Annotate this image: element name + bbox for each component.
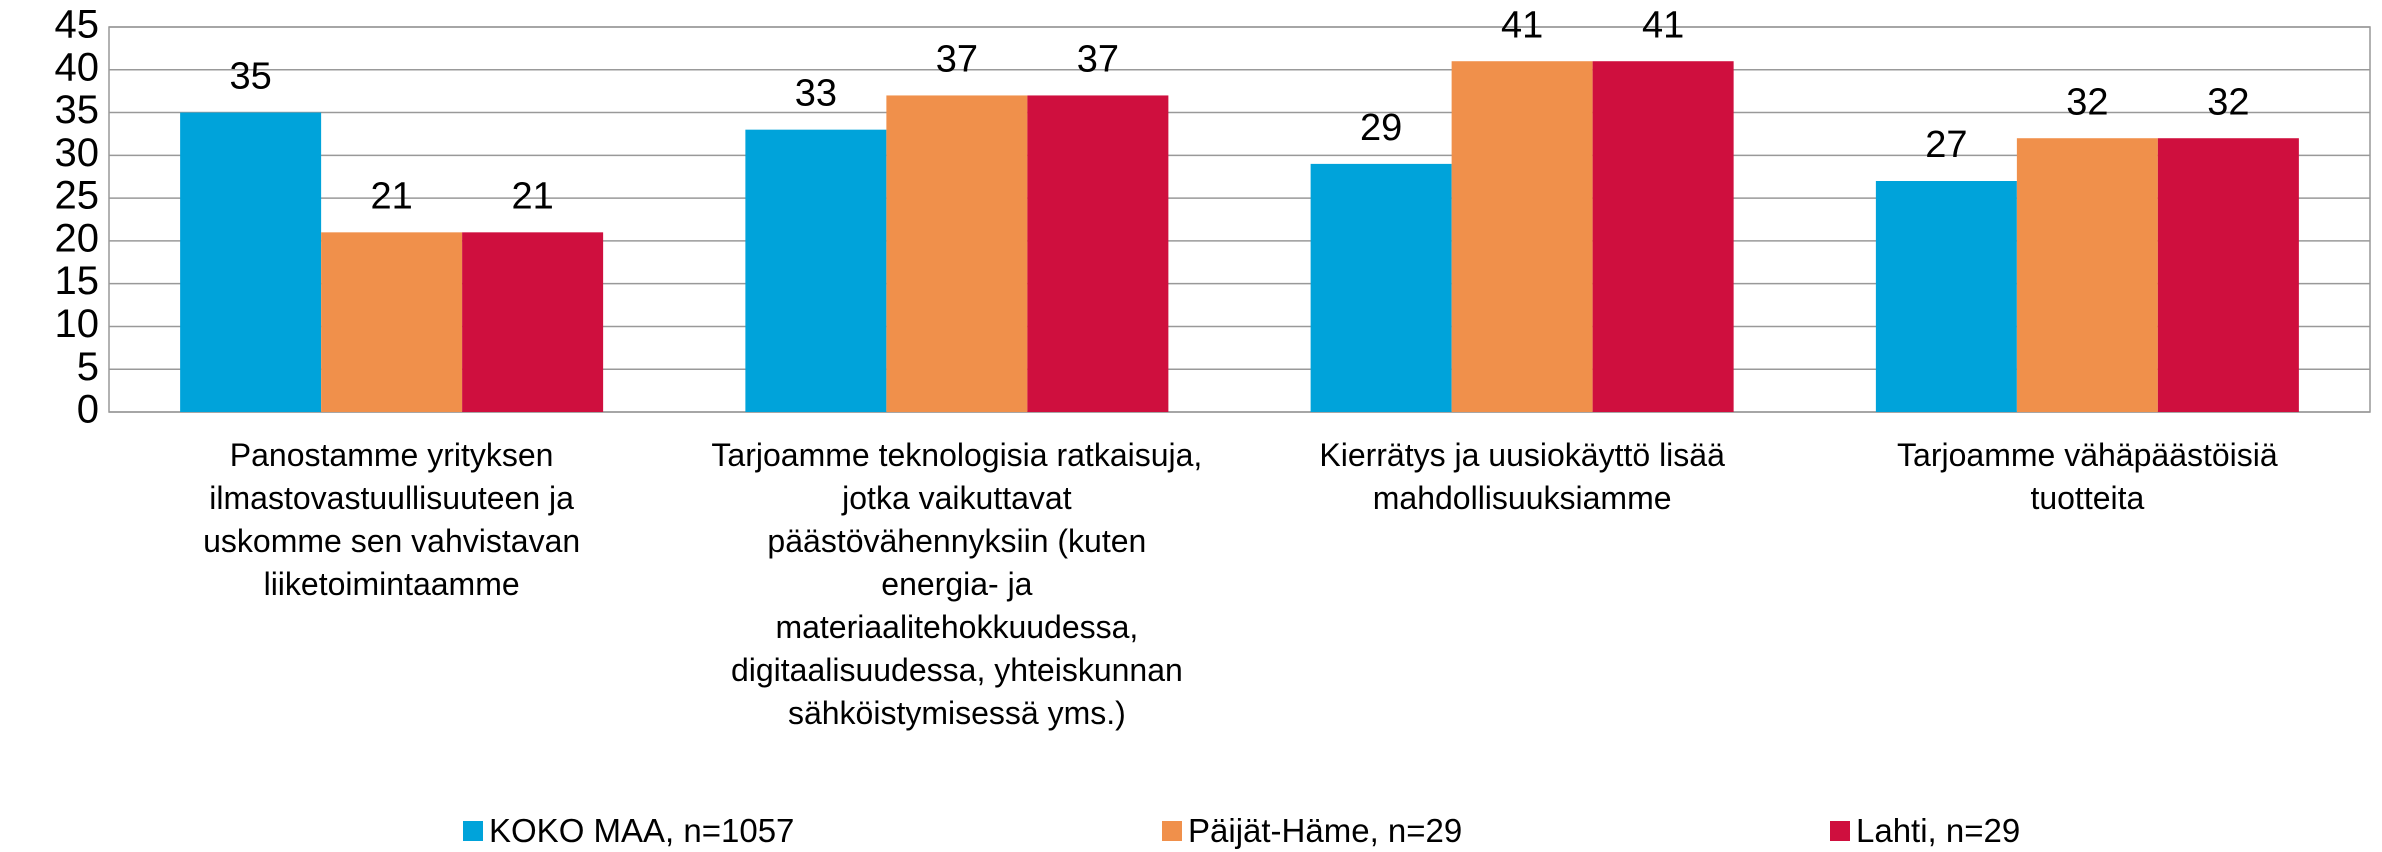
value-label: 27 <box>1925 124 1967 166</box>
bar <box>1451 61 1593 412</box>
value-label: 37 <box>936 38 978 80</box>
legend-label: Lahti, n=29 <box>1856 812 2021 849</box>
plot-border <box>108 26 2371 413</box>
value-label: 41 <box>1501 4 1543 46</box>
bar <box>886 95 1028 412</box>
bar <box>1875 181 2017 412</box>
legend-item: Lahti, n=29 <box>1830 812 2020 850</box>
y-tick-label: 45 <box>55 3 100 47</box>
y-tick-label: 10 <box>55 302 100 346</box>
y-tick-label: 0 <box>77 388 99 432</box>
value-label: 37 <box>1077 38 1119 80</box>
y-tick-label: 30 <box>55 131 100 175</box>
y-tick-label: 40 <box>55 45 100 89</box>
value-label: 29 <box>1360 107 1402 149</box>
bar <box>321 232 463 412</box>
legend-item: KOKO MAA, n=1057 <box>463 812 794 850</box>
value-label: 41 <box>1642 4 1684 46</box>
y-tick-label: 5 <box>77 345 99 389</box>
bar <box>462 232 604 412</box>
value-label: 32 <box>2207 81 2249 123</box>
legend-label: Päijät-Häme, n=29 <box>1188 812 1463 849</box>
value-label: 21 <box>511 175 553 217</box>
value-label: 21 <box>370 175 412 217</box>
y-tick-label: 35 <box>55 88 100 132</box>
x-tick-label: Panostamme yrityksen ilmastovastuullisuu… <box>203 437 581 602</box>
y-tick-label: 20 <box>55 216 100 260</box>
y-tick-label: 25 <box>55 174 100 218</box>
bar <box>180 112 322 413</box>
x-tick-label: Tarjoamme vähäpäästöisiä tuotteita <box>1897 437 2278 516</box>
y-tick-label: 15 <box>55 259 100 303</box>
x-tick-label: Kierrätys ja uusiokäyttö lisää mahdollis… <box>1319 437 1725 516</box>
legend-swatch <box>1162 821 1182 841</box>
bar <box>2157 138 2299 412</box>
legend-swatch <box>463 821 483 841</box>
x-tick-label: Tarjoamme teknologisia ratkaisuja, jotka… <box>711 437 1203 731</box>
bar <box>1027 95 1169 412</box>
legend-swatch <box>1830 821 1850 841</box>
legend-item: Päijät-Häme, n=29 <box>1162 812 1462 850</box>
bar <box>1592 61 1734 412</box>
bar <box>2016 138 2158 412</box>
legend-label: KOKO MAA, n=1057 <box>489 812 795 849</box>
value-label: 33 <box>795 73 837 115</box>
bar <box>745 129 887 412</box>
value-label: 32 <box>2066 81 2108 123</box>
bar <box>1310 163 1452 412</box>
value-label: 35 <box>229 56 271 98</box>
